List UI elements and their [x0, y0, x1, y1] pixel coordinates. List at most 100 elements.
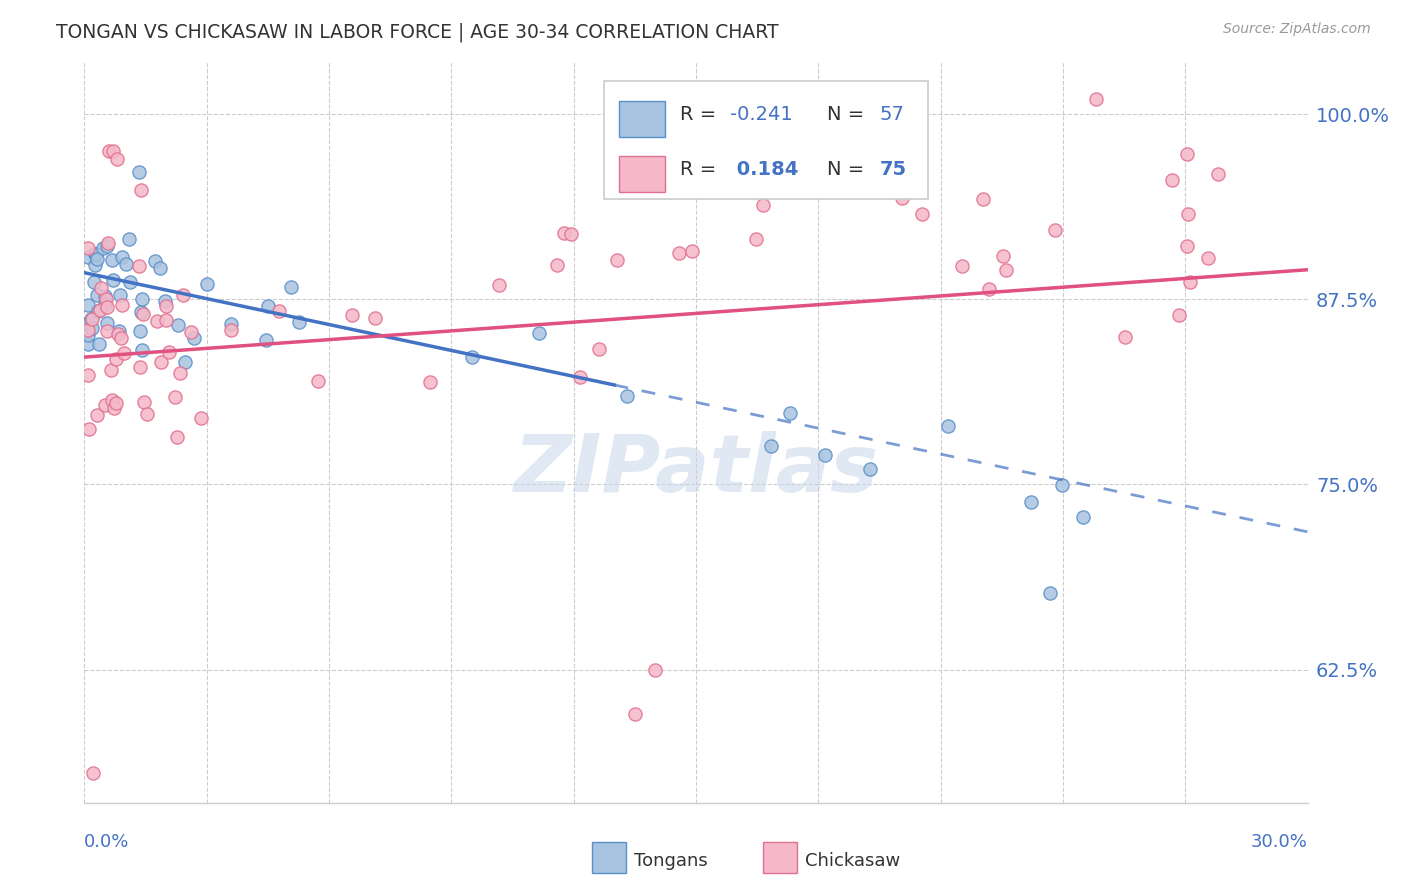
Point [165, 390, 187, 404]
Point [1114, 330, 1136, 344]
Point [155, 313, 177, 327]
Point [128, 164, 150, 178]
Point [364, 311, 387, 326]
Point [77, 323, 100, 337]
Point [190, 410, 212, 425]
Point [77, 328, 100, 343]
Point [814, 449, 837, 463]
Point [77, 368, 100, 383]
Point [96, 292, 118, 306]
Point [112, 345, 135, 359]
Point [94, 289, 117, 303]
Point [745, 232, 768, 246]
Point [1160, 172, 1182, 186]
Point [96, 238, 118, 252]
Point [169, 366, 191, 380]
Point [560, 227, 582, 242]
Point [911, 206, 934, 220]
Bar [592, 842, 626, 873]
Point [546, 258, 568, 272]
Point [569, 370, 592, 384]
Point [668, 245, 690, 260]
Point [79, 311, 101, 326]
Point [86, 288, 108, 302]
Point [105, 152, 128, 166]
Point [108, 324, 131, 338]
Point [751, 198, 773, 212]
Point [527, 326, 550, 340]
Point [94, 398, 117, 412]
Point [172, 288, 194, 302]
Point [89, 303, 111, 318]
Point [131, 343, 153, 357]
Text: Source: ZipAtlas.com: Source: ZipAtlas.com [1223, 22, 1371, 37]
Text: N =: N = [827, 104, 870, 124]
Point [488, 277, 510, 292]
Text: Tongans: Tongans [634, 853, 707, 871]
Text: 0.184: 0.184 [730, 161, 799, 179]
Point [681, 244, 703, 258]
Point [100, 362, 122, 376]
Point [1178, 275, 1201, 289]
Point [77, 337, 100, 351]
Text: 57: 57 [880, 104, 904, 124]
Point [101, 145, 124, 159]
Bar [619, 101, 665, 136]
Point [77, 421, 100, 435]
Point [129, 360, 152, 375]
Point [859, 462, 882, 476]
Point [936, 418, 959, 433]
Point [644, 663, 666, 677]
Point [143, 254, 166, 268]
Point [77, 241, 100, 255]
Point [157, 345, 180, 359]
Point [90, 281, 112, 295]
Text: 0.0%: 0.0% [84, 833, 129, 851]
Point [105, 352, 128, 367]
Point [1085, 92, 1108, 106]
Point [606, 253, 628, 268]
Point [979, 282, 1001, 296]
Point [129, 324, 152, 338]
Point [97, 145, 120, 159]
Point [83, 258, 105, 272]
Point [77, 316, 100, 330]
Point [86, 252, 108, 267]
Text: 75: 75 [880, 161, 907, 179]
Point [117, 232, 139, 246]
Point [150, 355, 173, 369]
Point [86, 408, 108, 422]
Point [101, 252, 124, 267]
Point [94, 297, 117, 311]
Text: R =: R = [681, 104, 723, 124]
Point [96, 300, 118, 314]
Point [108, 288, 131, 302]
Point [166, 429, 188, 443]
Point [219, 318, 242, 332]
Point [96, 316, 118, 330]
Point [340, 309, 363, 323]
Point [131, 183, 153, 197]
Text: TONGAN VS CHICKASAW IN LABOR FORCE | AGE 30-34 CORRELATION CHART: TONGAN VS CHICKASAW IN LABOR FORCE | AGE… [56, 22, 779, 42]
Point [744, 92, 766, 106]
Point [77, 250, 100, 264]
Point [153, 294, 176, 309]
Point [128, 259, 150, 273]
Point [287, 315, 309, 329]
Point [82, 321, 104, 335]
Point [107, 327, 129, 342]
Point [616, 389, 638, 403]
Point [759, 439, 782, 453]
Point [307, 374, 329, 388]
Point [100, 392, 122, 407]
Bar [763, 842, 797, 873]
Text: 30.0%: 30.0% [1251, 833, 1308, 851]
Point [84, 247, 107, 261]
Point [131, 292, 153, 306]
Point [1050, 477, 1073, 491]
Point [180, 326, 202, 340]
Point [779, 406, 801, 420]
Point [110, 250, 132, 264]
Point [972, 193, 994, 207]
Point [1175, 239, 1198, 253]
